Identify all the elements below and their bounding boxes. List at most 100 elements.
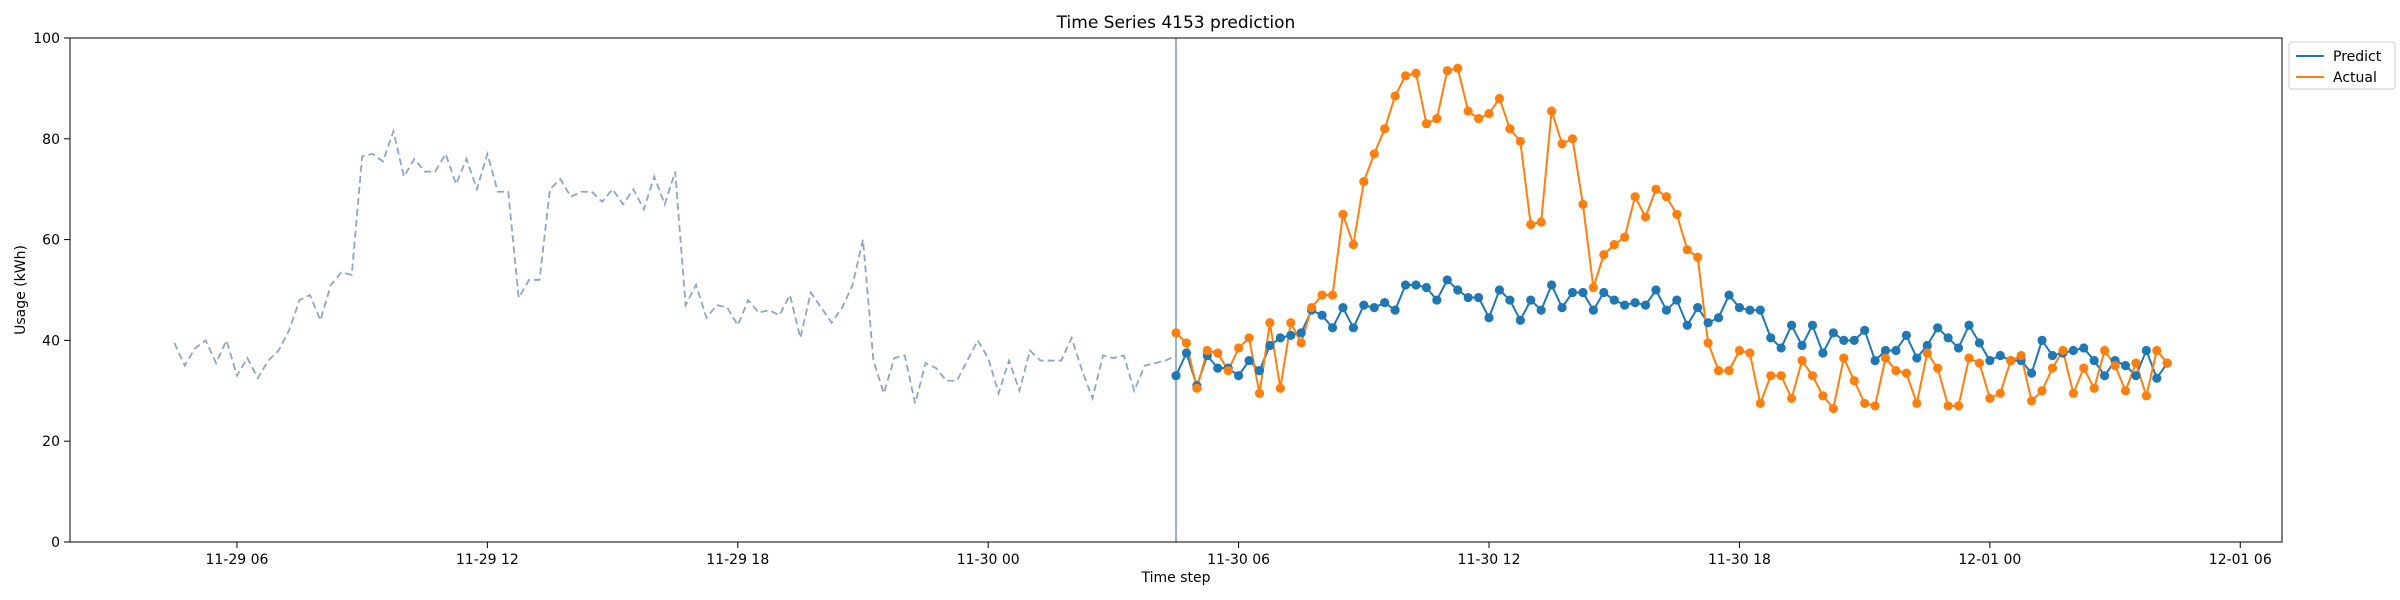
point-forecast <box>1724 290 1734 300</box>
point-forecast <box>2079 343 2089 353</box>
point-actual <box>1630 192 1640 202</box>
point-forecast <box>1693 303 1703 313</box>
point-actual <box>1985 393 1995 403</box>
point-actual <box>1359 177 1369 187</box>
series-line-history <box>173 127 1177 404</box>
point-forecast <box>1244 355 1254 366</box>
legend: Predict Actual <box>2288 41 2396 90</box>
point-forecast <box>2037 335 2047 345</box>
point-actual <box>1213 348 1223 358</box>
point-forecast <box>1369 303 1379 313</box>
y-tick-label: 80 <box>42 132 60 148</box>
point-actual <box>2152 345 2162 356</box>
point-actual <box>2047 363 2058 373</box>
point-actual <box>1432 114 1442 124</box>
point-actual <box>1839 353 1849 363</box>
point-actual <box>2037 386 2047 396</box>
point-forecast <box>1317 310 1327 320</box>
point-actual <box>1327 290 1338 300</box>
point-forecast <box>1380 298 1390 308</box>
point-actual <box>1766 371 1776 381</box>
point-forecast <box>1588 305 1598 315</box>
point-forecast <box>1453 285 1463 295</box>
point-forecast <box>1880 345 1891 356</box>
point-forecast <box>1421 282 1432 293</box>
point-forecast <box>2026 368 2037 378</box>
point-forecast <box>1734 303 1745 313</box>
point-actual <box>1640 212 1651 222</box>
point-actual <box>1682 245 1692 255</box>
point-actual <box>1536 217 1546 227</box>
point-forecast <box>1473 292 1484 303</box>
point-forecast <box>1515 315 1525 325</box>
point-forecast <box>1181 348 1192 358</box>
point-forecast <box>1807 320 1818 330</box>
marker-layer <box>1171 63 2172 414</box>
point-forecast <box>1484 313 1494 323</box>
point-forecast <box>1432 295 1442 305</box>
point-forecast <box>1870 355 1880 366</box>
point-actual <box>2089 383 2099 393</box>
point-forecast <box>2068 345 2078 356</box>
point-actual <box>1369 149 1379 159</box>
point-actual <box>1797 355 1807 366</box>
point-forecast <box>1275 333 1285 343</box>
point-actual <box>1974 358 1985 368</box>
series-line-actual <box>1175 67 2169 411</box>
point-actual <box>2016 350 2026 361</box>
point-actual <box>1338 209 1348 219</box>
point-actual <box>1860 398 1870 408</box>
point-forecast <box>1390 305 1400 315</box>
y-tick-label: 60 <box>42 233 60 249</box>
point-actual <box>1494 93 1505 104</box>
point-actual <box>1526 219 1536 230</box>
point-actual <box>1964 353 1974 363</box>
point-actual <box>1578 199 1588 209</box>
point-actual <box>2079 363 2089 373</box>
point-actual <box>1202 345 1212 356</box>
point-forecast <box>1933 323 1943 333</box>
point-forecast <box>1787 320 1797 330</box>
point-actual <box>2068 388 2078 398</box>
point-actual <box>1703 338 1713 348</box>
point-actual <box>1891 366 1901 376</box>
point-forecast <box>2120 361 2131 371</box>
point-forecast <box>1755 305 1765 315</box>
point-forecast <box>1849 335 1859 345</box>
point-forecast <box>1599 287 1609 298</box>
point-forecast <box>1943 333 1953 343</box>
point-actual <box>2162 358 2172 368</box>
point-actual <box>1567 134 1578 144</box>
point-actual <box>1286 318 1296 328</box>
point-actual <box>1776 371 1786 381</box>
x-tick-label: 11-30 06 <box>1207 552 1270 568</box>
point-forecast <box>2131 371 2141 381</box>
point-actual <box>1244 333 1254 343</box>
point-actual <box>1943 401 1953 411</box>
point-actual <box>1254 388 1265 398</box>
point-actual <box>1933 363 1943 373</box>
chart-title: Time Series 4153 prediction <box>1056 13 1296 33</box>
point-forecast <box>1766 333 1776 343</box>
point-forecast <box>1922 340 1932 351</box>
y-axis-title: Usage (kWh) <box>13 245 29 335</box>
point-actual <box>2006 355 2016 366</box>
point-actual <box>1505 124 1515 134</box>
point-forecast <box>1682 320 1692 330</box>
point-actual <box>1463 106 1473 116</box>
point-actual <box>1400 71 1411 81</box>
legend-label-forecast: Predict <box>2333 49 2382 65</box>
point-forecast <box>1912 353 1922 363</box>
point-actual <box>1713 366 1724 376</box>
point-actual <box>1442 66 1452 76</box>
point-actual <box>1912 398 1922 408</box>
x-tick-label: 11-30 00 <box>957 552 1020 568</box>
point-actual <box>1234 343 1244 353</box>
point-actual <box>1453 63 1463 73</box>
point-forecast <box>1348 323 1358 333</box>
point-forecast <box>1630 298 1640 308</box>
point-actual <box>1651 184 1661 194</box>
point-actual <box>1870 401 1880 411</box>
point-actual <box>1275 383 1285 393</box>
point-actual <box>1181 338 1192 348</box>
